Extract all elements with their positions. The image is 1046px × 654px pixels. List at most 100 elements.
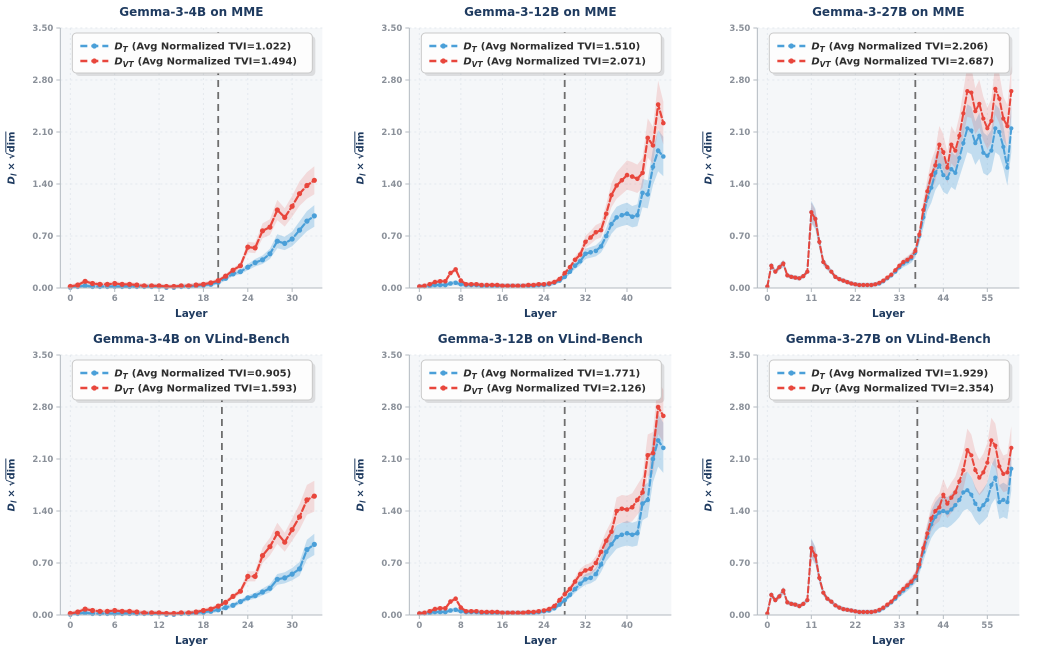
x-tick-label: 18	[198, 621, 210, 631]
y-tick-label: 2.80	[730, 76, 751, 86]
axes: 0.00 0.70 1.40 2.10 2.80 3.50 0 8 16 24 32 40	[381, 351, 671, 631]
confidence-band-dvt	[70, 166, 315, 288]
x-tick-label: 55	[982, 294, 994, 304]
x-axis-label: Layer	[524, 308, 557, 320]
y-tick-label: 3.50	[32, 24, 53, 34]
y-tick-label: 1.40	[381, 180, 402, 190]
x-axis-label: Layer	[872, 308, 905, 320]
legend-marker-dt	[428, 370, 457, 376]
legend-label-dt: DT (Avg Normalized TVI=1.929)	[812, 369, 989, 382]
chart-gemma-3-27b-vlind: 0.00 0.70 1.40 2.10 2.80 3.50 0 11 22 33 44 55 DT (Av…	[697, 327, 1046, 654]
series-dvt-line	[69, 495, 316, 615]
confidence-band-dvt	[70, 480, 315, 615]
legend-marker-dt	[777, 370, 806, 376]
y-tick-label: 0.70	[32, 559, 53, 569]
x-tick-label: 12	[153, 294, 165, 304]
axes: 0.00 0.70 1.40 2.10 2.80 3.50 0 11 22 33 44 55	[730, 351, 1020, 631]
x-tick-label: 30	[286, 621, 298, 631]
x-tick-label: 0	[416, 294, 422, 304]
chart-title: Gemma-3-12B on VLind-Bench	[437, 332, 642, 346]
legend-label-dvt: DVT (Avg Normalized TVI=2.354)	[812, 384, 995, 397]
axes: 0.00 0.70 1.40 2.10 2.80 3.50 0 8 16 24 32 40	[381, 24, 671, 304]
x-tick-label: 33	[894, 294, 906, 304]
legend-label-dvt: DVT (Avg Normalized TVI=2.687)	[812, 57, 995, 70]
chart-gemma-3-27b-mme: 0.00 0.70 1.40 2.10 2.80 3.50 0 11 22 33 44 55 DT (Av…	[697, 0, 1046, 327]
y-tick-label: 0.00	[381, 611, 402, 621]
chart-gemma-3-4b-mme: 0.00 0.70 1.40 2.10 2.80 3.50 0 6 12 18 24 30 DT (Avg…	[0, 0, 349, 327]
y-tick-label: 1.40	[32, 507, 53, 517]
series-dvt-points	[67, 493, 317, 617]
x-tick-label: 11	[806, 294, 818, 304]
x-axis-label: Layer	[175, 635, 208, 647]
grid	[757, 354, 1020, 616]
y-tick-label: 1.40	[32, 180, 53, 190]
x-tick-label: 22	[850, 621, 862, 631]
legend-marker-dvt	[80, 385, 109, 391]
y-axis-label: Dl×√dim	[703, 132, 716, 185]
legend-marker-dt	[428, 43, 457, 49]
legend-label-dt: DT (Avg Normalized TVI=1.510)	[463, 42, 640, 55]
legend-marker-dvt	[777, 385, 806, 391]
legend-marker-dt	[80, 43, 109, 49]
y-tick-label: 2.80	[730, 403, 751, 413]
legend-marker-dvt	[777, 58, 806, 64]
legend-label-dvt: DVT (Avg Normalized TVI=1.494)	[114, 57, 297, 70]
y-tick-label: 3.50	[730, 351, 751, 361]
axes: 0.00 0.70 1.40 2.10 2.80 3.50 0 11 22 33 44 55	[730, 24, 1020, 304]
x-tick-label: 0	[765, 621, 771, 631]
y-axis-label: Dl×√dim	[354, 459, 367, 512]
y-tick-label: 1.40	[730, 180, 751, 190]
series-dvt-points	[416, 404, 666, 616]
x-tick-label: 16	[496, 294, 508, 304]
y-tick-label: 0.70	[32, 232, 53, 242]
x-tick-label: 24	[538, 621, 550, 631]
confidence-band-dt	[70, 205, 315, 288]
x-tick-label: 11	[806, 621, 818, 631]
y-axis-label: Dl×√dim	[5, 132, 18, 185]
legend-box	[420, 359, 662, 401]
y-tick-label: 2.10	[32, 128, 53, 138]
x-tick-label: 30	[286, 294, 298, 304]
x-tick-label: 55	[982, 621, 994, 631]
y-tick-label: 2.10	[730, 455, 751, 465]
chart-title: Gemma-3-27B on VLind-Bench	[786, 332, 991, 346]
y-tick-label: 1.40	[730, 507, 751, 517]
legend: DT (Avg Normalized TVI=2.206) DVT (Avg Norm…	[769, 32, 1013, 76]
x-axis-label: Layer	[175, 308, 208, 320]
y-tick-label: 3.50	[32, 351, 53, 361]
confidence-band-dvt	[418, 380, 663, 615]
x-tick-label: 44	[938, 294, 950, 304]
legend-marker-dt	[80, 370, 109, 376]
y-tick-label: 2.10	[381, 455, 402, 465]
y-tick-label: 2.80	[381, 403, 402, 413]
legend-box	[769, 359, 1011, 401]
series-dvt-points	[765, 438, 1014, 616]
legend-label-dvt: DVT (Avg Normalized TVI=1.593)	[114, 384, 297, 397]
chart-title: Gemma-3-12B on MME	[464, 5, 616, 19]
legend: DT (Avg Normalized TVI=0.905) DVT (Avg Norm…	[71, 359, 316, 403]
y-tick-label: 2.10	[32, 455, 53, 465]
series-dvt-points	[765, 86, 1014, 289]
y-tick-label: 0.70	[381, 559, 402, 569]
legend-marker-dt	[777, 43, 806, 49]
y-tick-label: 3.50	[730, 24, 751, 34]
y-tick-label: 3.50	[381, 24, 402, 34]
legend: DT (Avg Normalized TVI=1.771) DVT (Avg Norm…	[420, 359, 664, 403]
axes: 0.00 0.70 1.40 2.10 2.80 3.50 0 6 12 18 24 30	[32, 24, 323, 304]
chart-title: Gemma-3-4B on VLind-Bench	[93, 332, 290, 346]
x-tick-label: 12	[153, 621, 165, 631]
x-tick-label: 40	[621, 621, 633, 631]
y-tick-label: 0.00	[730, 284, 751, 294]
legend-label-dvt: DVT (Avg Normalized TVI=2.071)	[463, 57, 646, 70]
x-axis-label: Layer	[524, 635, 557, 647]
x-tick-label: 24	[242, 621, 254, 631]
y-tick-label: 0.00	[32, 611, 53, 621]
chart-title: Gemma-3-4B on MME	[119, 5, 263, 19]
x-tick-label: 0	[67, 621, 73, 631]
y-tick-label: 2.80	[32, 403, 53, 413]
y-tick-label: 2.80	[32, 76, 53, 86]
x-tick-label: 0	[67, 294, 73, 304]
chart-gemma-3-12b-mme: 0.00 0.70 1.40 2.10 2.80 3.50 0 8 16 24 32 40 DT (Avg…	[349, 0, 698, 327]
y-tick-label: 0.70	[381, 232, 402, 242]
